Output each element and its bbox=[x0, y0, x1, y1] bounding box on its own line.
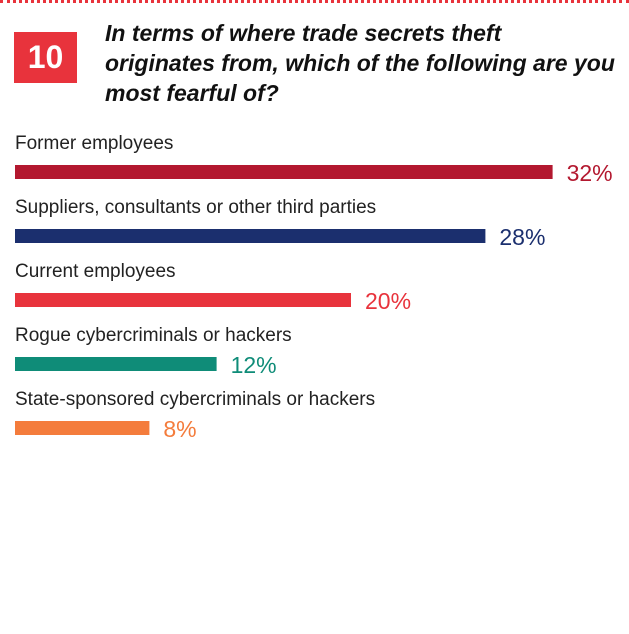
category-label: Former employees bbox=[15, 133, 173, 154]
horizontal-bar-chart: Former employees 32% Suppliers, consultant… bbox=[15, 133, 613, 442]
category-label: Current employees bbox=[15, 261, 176, 282]
bar bbox=[15, 229, 486, 243]
value-label: 8% bbox=[163, 416, 196, 442]
value-label: 20% bbox=[365, 288, 411, 314]
question-number-badge: 10 bbox=[14, 32, 77, 83]
question-title: In terms of where trade secrets theft or… bbox=[105, 20, 615, 106]
value-label: 28% bbox=[499, 224, 545, 250]
category-label: Suppliers, consultants or other third pa… bbox=[15, 197, 376, 218]
dotted-top-rule bbox=[0, 0, 629, 3]
category-label: State-sponsored cybercriminals or hacker… bbox=[15, 389, 375, 410]
bar bbox=[15, 165, 553, 179]
value-label: 32% bbox=[567, 160, 613, 186]
bar bbox=[15, 293, 351, 307]
value-label: 12% bbox=[231, 352, 277, 378]
bar bbox=[15, 357, 217, 371]
category-label: Rogue cybercriminals or hackers bbox=[15, 325, 292, 346]
bar bbox=[15, 421, 150, 435]
